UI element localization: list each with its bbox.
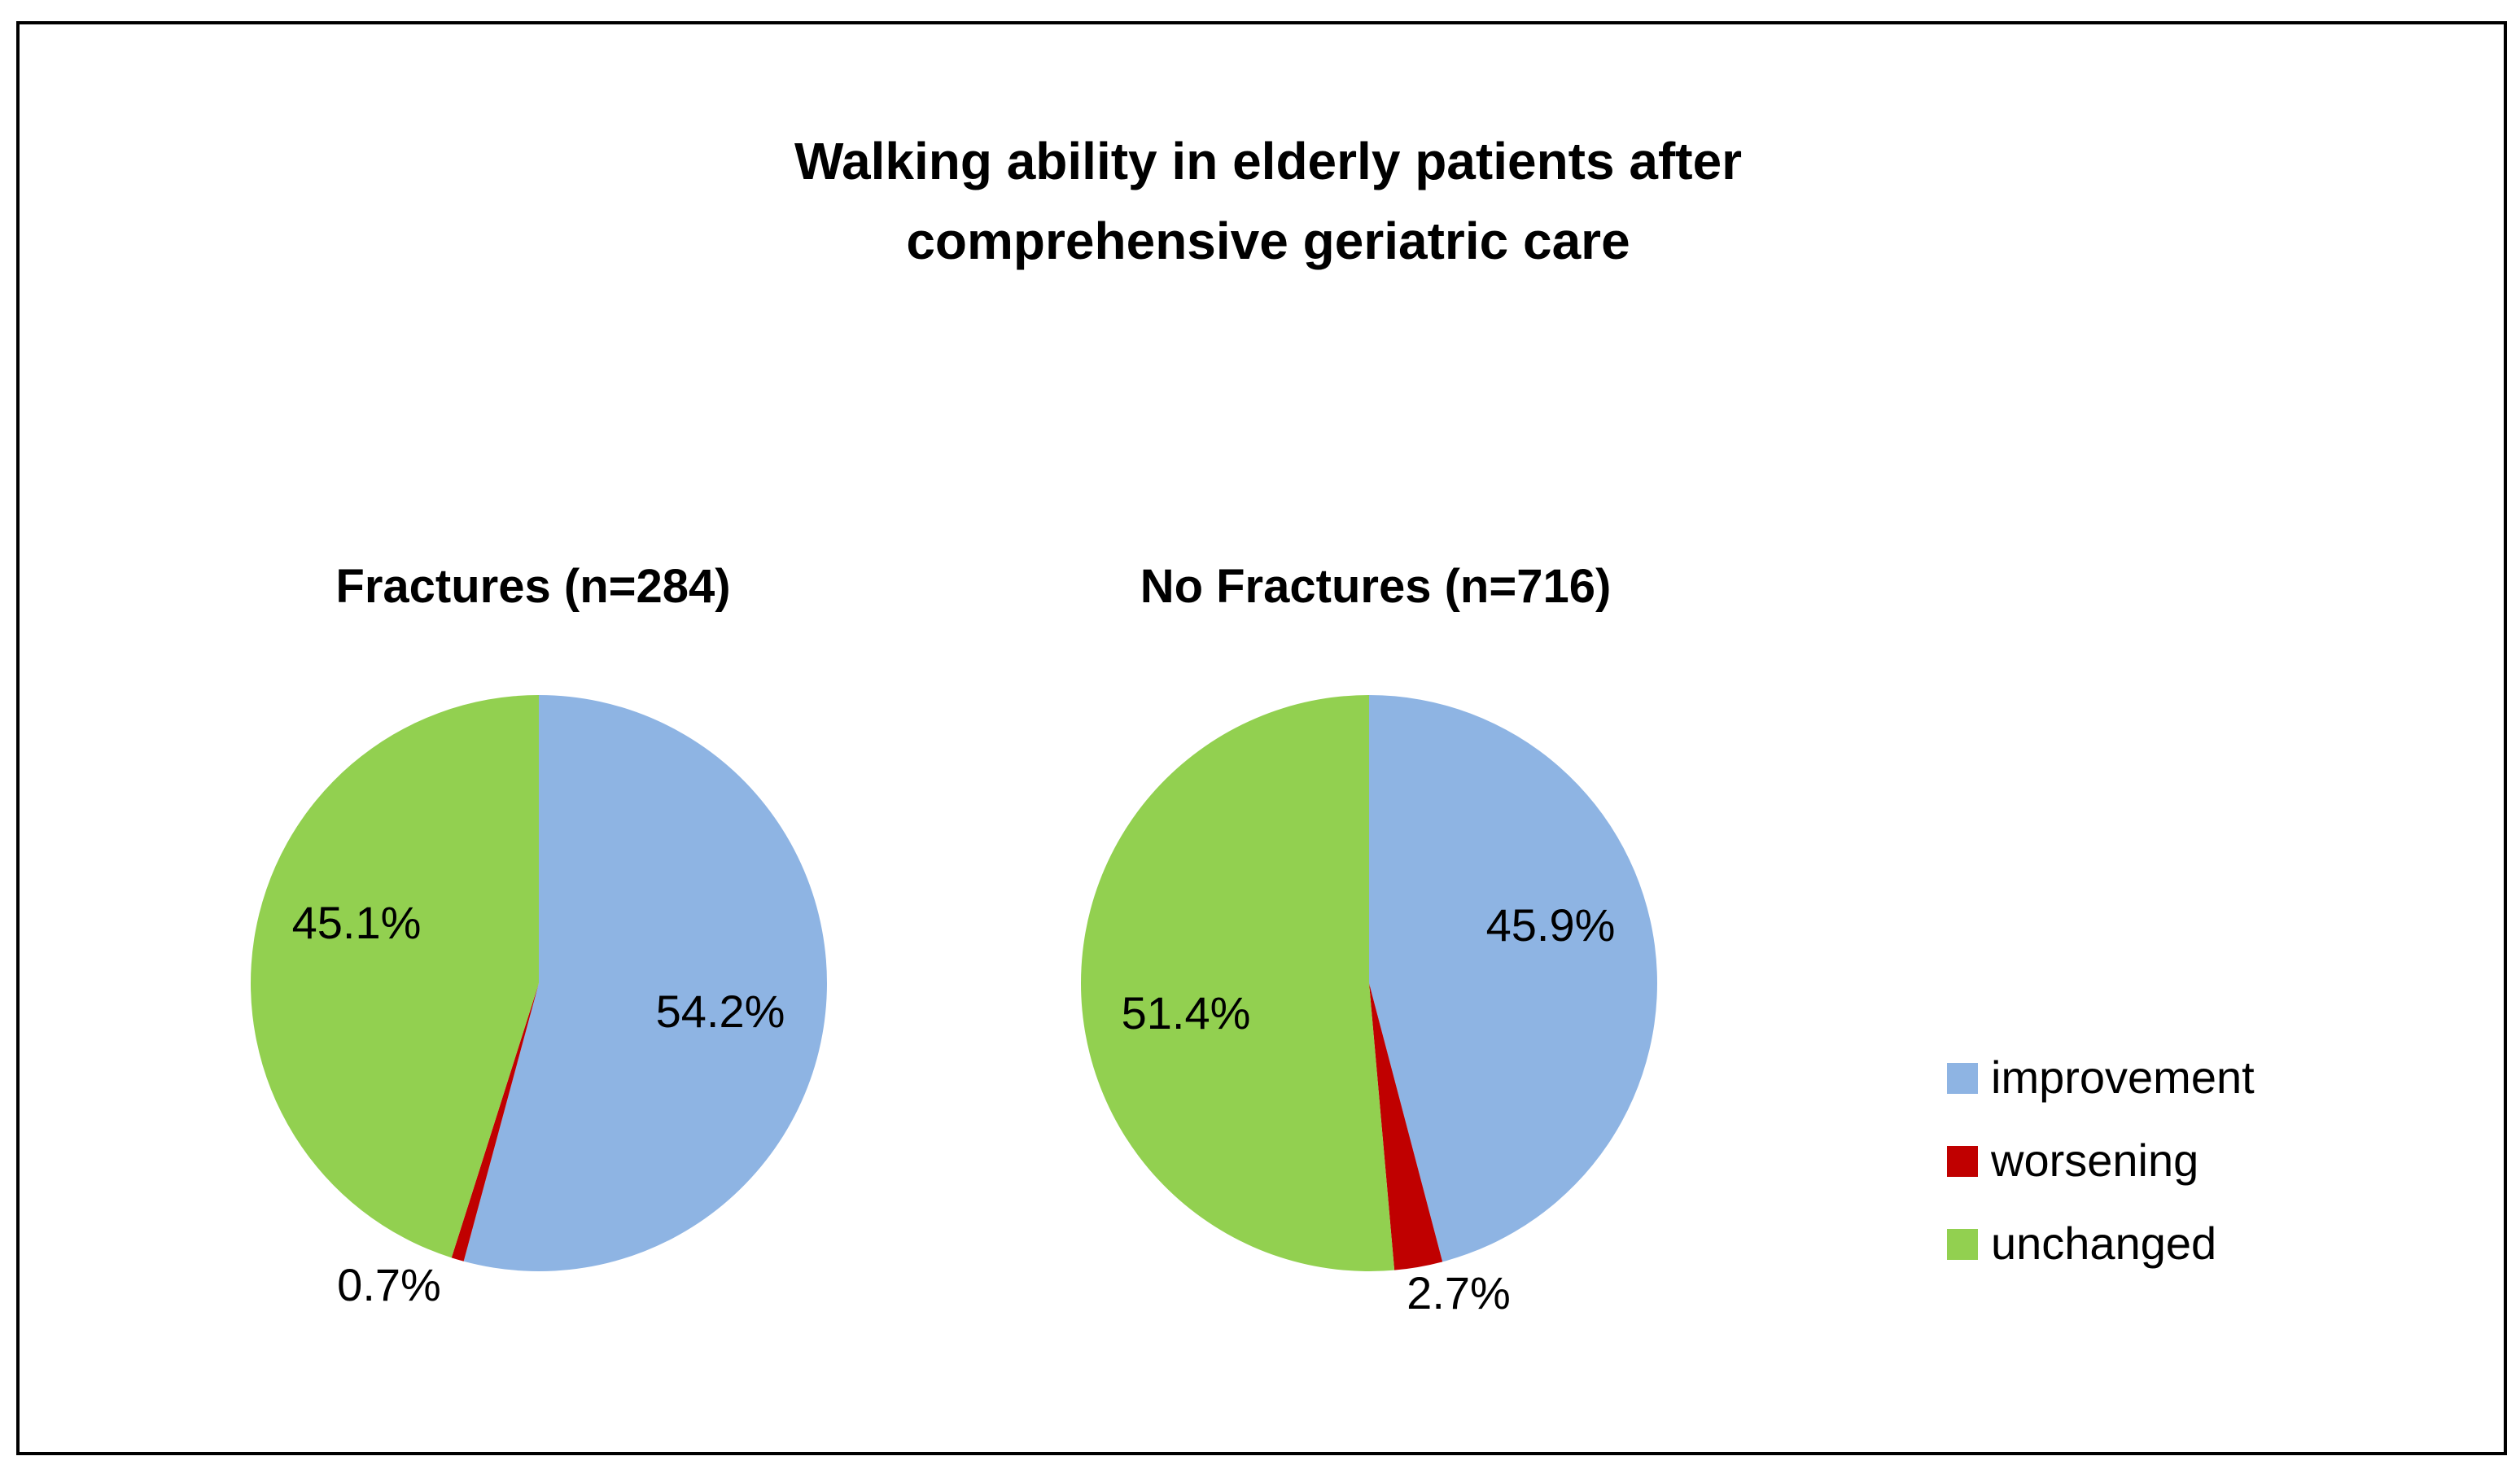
pie-slice-unchanged <box>250 695 539 1258</box>
chart-title-line-2: comprehensive geriatric care <box>906 212 1630 270</box>
data-label-unchanged: 51.4% <box>1122 987 1251 1039</box>
legend-label-worsening: worsening <box>1990 1135 2198 1186</box>
data-label-worsening: 0.7% <box>337 1259 441 1310</box>
legend: improvement worsening unchanged <box>1947 1052 2255 1269</box>
pie-title-no-fractures: No Fractures (n=716) <box>1140 560 1612 613</box>
legend-label-unchanged: unchanged <box>1991 1218 2216 1269</box>
pie-title-fractures: Fractures (n=284) <box>335 560 730 613</box>
pie-slice-unchanged <box>1081 695 1395 1271</box>
pie-slice-worsening <box>451 983 539 1262</box>
legend-label-improvement: improvement <box>1991 1052 2255 1103</box>
pie-slice-worsening <box>1369 983 1443 1270</box>
pie-fractures: 54.2% 0.7% 45.1% <box>250 695 828 1310</box>
data-label-unchanged: 45.1% <box>292 897 422 948</box>
pie-slice-improvement <box>463 695 828 1271</box>
chart-title-line-1: Walking ability in elderly patients afte… <box>794 132 1742 190</box>
data-label-worsening: 2.7% <box>1407 1267 1511 1318</box>
pie-slice-improvement <box>1369 695 1657 1262</box>
legend-swatch-worsening <box>1947 1146 1978 1177</box>
pie-no-fractures: 45.9% 2.7% 51.4% <box>1081 695 1657 1318</box>
legend-swatch-unchanged <box>1947 1229 1978 1260</box>
data-label-improvement: 45.9% <box>1486 899 1616 951</box>
data-label-improvement: 54.2% <box>656 986 785 1037</box>
legend-swatch-improvement <box>1947 1063 1978 1094</box>
